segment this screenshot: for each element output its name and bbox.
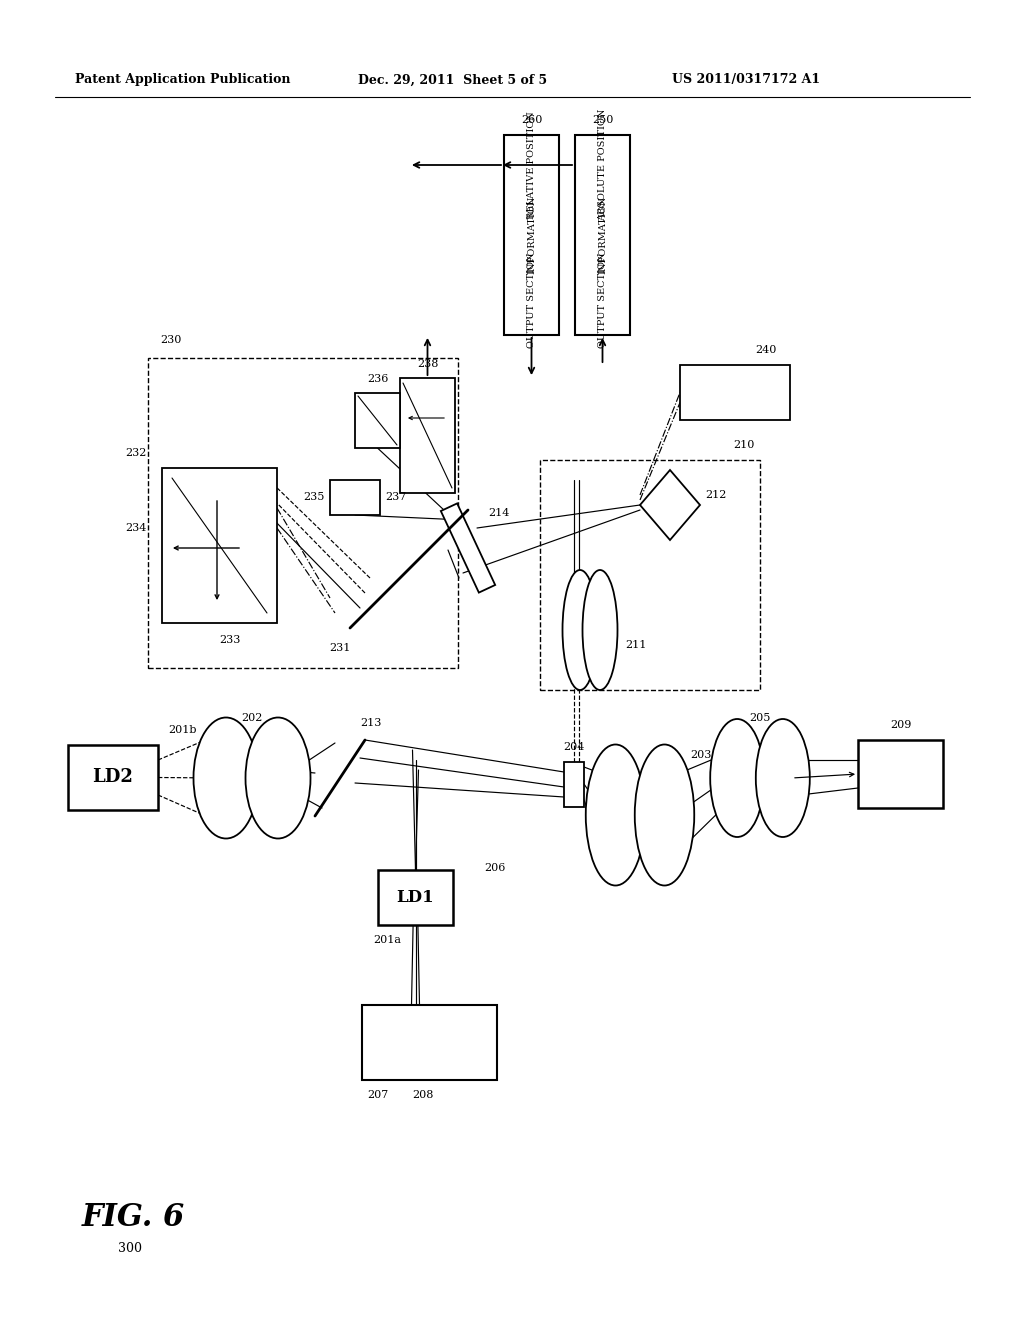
Bar xyxy=(378,870,453,925)
Polygon shape xyxy=(440,503,496,593)
Text: 214: 214 xyxy=(488,508,509,517)
Text: RELATIVE POSITION: RELATIVE POSITION xyxy=(527,111,536,219)
Bar xyxy=(575,135,630,335)
Text: 230: 230 xyxy=(160,335,181,345)
Ellipse shape xyxy=(194,718,258,838)
Text: Dec. 29, 2011  Sheet 5 of 5: Dec. 29, 2011 Sheet 5 of 5 xyxy=(358,74,547,87)
Ellipse shape xyxy=(711,719,764,837)
Text: OUTPUT SECTION: OUTPUT SECTION xyxy=(598,252,607,347)
Text: 201b: 201b xyxy=(168,725,197,735)
Text: INFORMATION: INFORMATION xyxy=(598,195,607,275)
Text: 238: 238 xyxy=(417,359,438,370)
Bar xyxy=(680,366,790,420)
Bar xyxy=(504,135,559,335)
Bar xyxy=(68,744,158,810)
Bar xyxy=(858,741,943,808)
Text: 234: 234 xyxy=(126,523,147,533)
Text: 213: 213 xyxy=(360,718,381,729)
Bar xyxy=(362,1005,497,1080)
Polygon shape xyxy=(640,470,700,540)
Bar xyxy=(148,358,458,668)
Bar xyxy=(564,762,584,807)
Ellipse shape xyxy=(635,744,694,886)
Bar xyxy=(540,459,760,690)
Text: 211: 211 xyxy=(625,640,646,649)
Text: 235: 235 xyxy=(304,492,325,503)
Ellipse shape xyxy=(583,570,617,690)
Bar xyxy=(400,378,455,492)
Text: INFORMATION: INFORMATION xyxy=(527,195,536,275)
Text: 250: 250 xyxy=(592,115,613,125)
Text: 202: 202 xyxy=(242,713,263,723)
Text: 300: 300 xyxy=(118,1242,142,1254)
Text: 237: 237 xyxy=(385,492,407,503)
Bar xyxy=(355,393,400,447)
Text: 233: 233 xyxy=(219,635,241,645)
Text: 236: 236 xyxy=(367,374,388,384)
Text: 204: 204 xyxy=(563,742,585,752)
Text: US 2011/0317172 A1: US 2011/0317172 A1 xyxy=(672,74,820,87)
Ellipse shape xyxy=(246,718,310,838)
Text: 203: 203 xyxy=(690,750,712,760)
Text: 206: 206 xyxy=(484,863,506,873)
Text: 207: 207 xyxy=(367,1090,388,1100)
Text: 205: 205 xyxy=(750,713,771,723)
Text: Patent Application Publication: Patent Application Publication xyxy=(75,74,291,87)
Text: 209: 209 xyxy=(890,719,911,730)
Ellipse shape xyxy=(586,744,645,886)
Text: ABSOLUTE POSITION: ABSOLUTE POSITION xyxy=(598,108,607,222)
Ellipse shape xyxy=(756,719,810,837)
Text: 210: 210 xyxy=(733,440,755,450)
Text: LD2: LD2 xyxy=(92,768,133,787)
Text: 201a: 201a xyxy=(373,935,401,945)
Text: 232: 232 xyxy=(126,447,147,458)
Text: LD1: LD1 xyxy=(396,888,434,906)
Ellipse shape xyxy=(562,570,597,690)
Text: 240: 240 xyxy=(755,345,776,355)
Text: 212: 212 xyxy=(705,490,726,500)
Text: 208: 208 xyxy=(412,1090,433,1100)
Bar xyxy=(330,480,380,515)
Text: 260: 260 xyxy=(521,115,542,125)
Text: FIG. 6: FIG. 6 xyxy=(82,1203,185,1233)
Bar xyxy=(162,469,278,623)
Text: 231: 231 xyxy=(330,643,350,653)
Text: OUTPUT SECTION: OUTPUT SECTION xyxy=(527,252,536,347)
